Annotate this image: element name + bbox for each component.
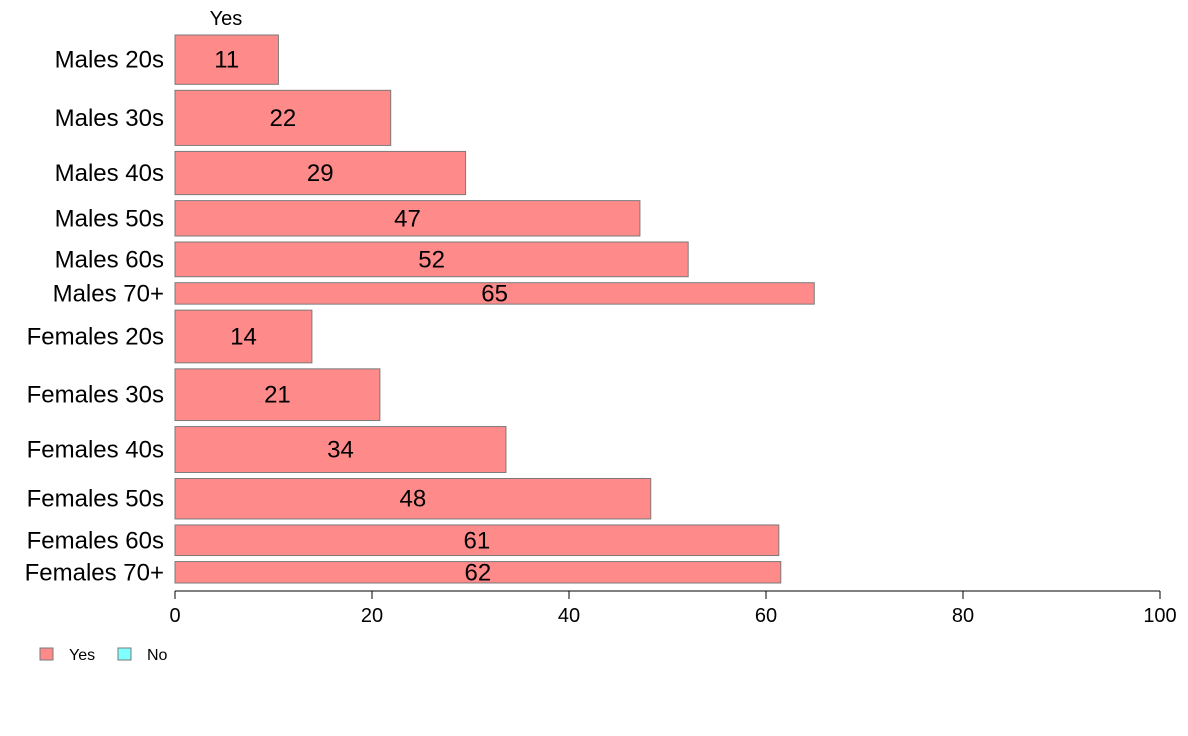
legend-swatch <box>39 647 54 661</box>
category-label: Females 50s <box>27 486 164 513</box>
legend-label: Yes <box>69 647 95 664</box>
bar <box>174 561 782 584</box>
bar <box>174 200 641 237</box>
bar <box>174 426 507 473</box>
x-tick-label: 100 <box>1143 605 1176 627</box>
value-label: 62 <box>465 559 492 586</box>
category-label: Males 50s <box>55 205 164 232</box>
category-label: Females 70+ <box>25 559 164 586</box>
category-label: Females 20s <box>27 323 164 350</box>
bar-group: Males 20s 11 Males 30s 22 Males 40s 29 Males 5… <box>25 34 815 586</box>
category-label: Males 20s <box>55 47 164 74</box>
bar <box>174 34 279 85</box>
bar <box>174 368 381 422</box>
category-label: Females 60s <box>27 527 164 554</box>
value-label: 47 <box>394 205 421 232</box>
category-label: Females 40s <box>27 437 164 464</box>
bar <box>174 477 652 520</box>
x-tick-label: 60 <box>755 605 777 627</box>
bar <box>174 524 780 557</box>
x-axis: 0 20 40 60 80 100 <box>169 590 1177 627</box>
value-label: 34 <box>327 437 354 464</box>
legend: Yes No <box>39 647 168 664</box>
value-label: 21 <box>264 382 291 409</box>
x-tick-label: 20 <box>361 605 383 627</box>
category-label: Males 40s <box>55 160 164 187</box>
bar <box>174 309 313 364</box>
value-label: 65 <box>481 280 508 307</box>
category-label: Males 60s <box>55 246 164 273</box>
value-label: 61 <box>464 527 491 554</box>
x-tick-label: 0 <box>169 605 180 627</box>
x-tick-label: 80 <box>952 605 974 627</box>
value-label: 29 <box>307 160 334 187</box>
bar <box>174 150 467 196</box>
bar <box>174 241 689 278</box>
column-label: Yes <box>210 8 243 30</box>
value-label: 22 <box>270 105 297 132</box>
value-label: 52 <box>418 246 445 273</box>
legend-swatch <box>117 647 132 661</box>
value-label: 14 <box>230 323 257 350</box>
category-label: Males 30s <box>55 105 164 132</box>
value-label: 48 <box>400 486 427 513</box>
category-label: Females 30s <box>27 382 164 409</box>
category-label: Males 70+ <box>53 280 164 307</box>
x-tick-label: 40 <box>558 605 580 627</box>
value-label: 11 <box>214 47 239 74</box>
legend-label: No <box>147 647 168 664</box>
bar <box>174 282 815 305</box>
bar <box>174 89 392 146</box>
